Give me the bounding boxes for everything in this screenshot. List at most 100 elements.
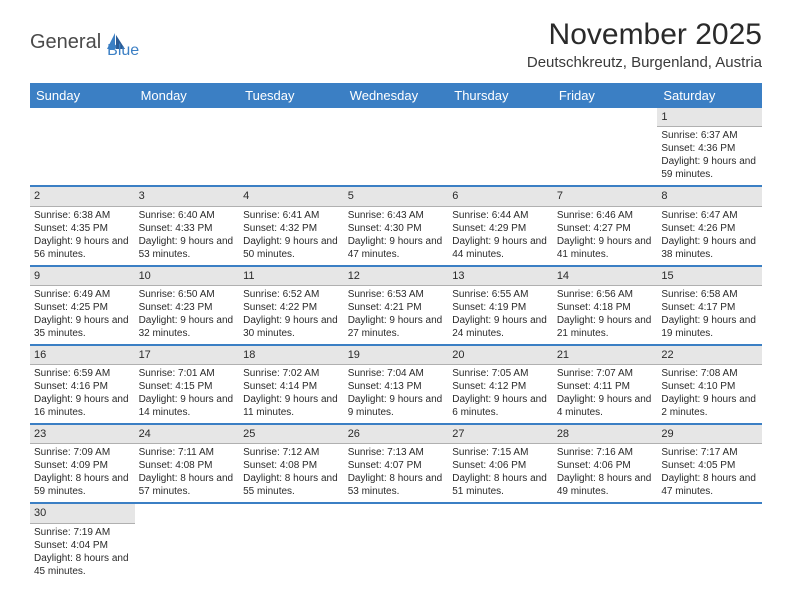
daylight-text: Daylight: 8 hours and 57 minutes.	[139, 472, 236, 498]
sunrise-text: Sunrise: 6:40 AM	[139, 209, 236, 222]
day-number: 28	[553, 425, 658, 444]
daylight-text: Daylight: 9 hours and 2 minutes.	[661, 393, 758, 419]
day-number: 8	[657, 187, 762, 206]
daylight-text: Daylight: 8 hours and 55 minutes.	[243, 472, 340, 498]
sunset-text: Sunset: 4:25 PM	[34, 301, 131, 314]
calendar-week-row: 1Sunrise: 6:37 AMSunset: 4:36 PMDaylight…	[30, 108, 762, 185]
calendar-day-cell: 9 Sunrise: 6:49 AMSunset: 4:25 PMDaylight…	[30, 266, 135, 344]
day-number: 4	[239, 187, 344, 206]
day-number: 26	[344, 425, 449, 444]
weekday-header: Saturday	[657, 83, 762, 108]
sunrise-text: Sunrise: 7:05 AM	[452, 367, 549, 380]
day-info: Sunrise: 6:46 AMSunset: 4:27 PMDaylight:…	[553, 207, 658, 265]
calendar-day-cell	[239, 108, 344, 185]
daylight-text: Daylight: 9 hours and 30 minutes.	[243, 314, 340, 340]
calendar-day-cell	[448, 108, 553, 185]
day-number: 7	[553, 187, 658, 206]
sunset-text: Sunset: 4:07 PM	[348, 459, 445, 472]
sunrise-text: Sunrise: 6:56 AM	[557, 288, 654, 301]
sunset-text: Sunset: 4:05 PM	[661, 459, 758, 472]
day-info: Sunrise: 6:56 AMSunset: 4:18 PMDaylight:…	[553, 286, 658, 344]
calendar-day-cell	[135, 108, 240, 185]
weekday-header: Monday	[135, 83, 240, 108]
day-info: Sunrise: 7:02 AMSunset: 4:14 PMDaylight:…	[239, 365, 344, 423]
sunrise-text: Sunrise: 7:15 AM	[452, 446, 549, 459]
calendar-day-cell: 17Sunrise: 7:01 AMSunset: 4:15 PMDayligh…	[135, 345, 240, 423]
sunrise-text: Sunrise: 7:02 AM	[243, 367, 340, 380]
calendar-day-cell	[553, 503, 658, 581]
calendar-day-cell	[30, 108, 135, 185]
day-number: 10	[135, 267, 240, 286]
sunrise-text: Sunrise: 6:43 AM	[348, 209, 445, 222]
calendar-day-cell	[239, 503, 344, 581]
day-number: 19	[344, 346, 449, 365]
sunrise-text: Sunrise: 7:09 AM	[34, 446, 131, 459]
calendar-day-cell: 19Sunrise: 7:04 AMSunset: 4:13 PMDayligh…	[344, 345, 449, 423]
day-number: 22	[657, 346, 762, 365]
calendar-day-cell: 24Sunrise: 7:11 AMSunset: 4:08 PMDayligh…	[135, 424, 240, 502]
day-info: Sunrise: 6:52 AMSunset: 4:22 PMDaylight:…	[239, 286, 344, 344]
day-info: Sunrise: 6:44 AMSunset: 4:29 PMDaylight:…	[448, 207, 553, 265]
location-text: Deutschkreutz, Burgenland, Austria	[527, 54, 762, 71]
calendar-day-cell	[657, 503, 762, 581]
daylight-text: Daylight: 9 hours and 47 minutes.	[348, 235, 445, 261]
header: General Blue November 2025 Deutschkreutz…	[0, 0, 792, 75]
daylight-text: Daylight: 9 hours and 38 minutes.	[661, 235, 758, 261]
sunrise-text: Sunrise: 7:16 AM	[557, 446, 654, 459]
day-number: 25	[239, 425, 344, 444]
sunset-text: Sunset: 4:32 PM	[243, 222, 340, 235]
sunset-text: Sunset: 4:09 PM	[34, 459, 131, 472]
day-number: 9	[30, 267, 135, 286]
calendar-day-cell: 27Sunrise: 7:15 AMSunset: 4:06 PMDayligh…	[448, 424, 553, 502]
day-number: 12	[344, 267, 449, 286]
sunrise-text: Sunrise: 7:04 AM	[348, 367, 445, 380]
day-info: Sunrise: 7:09 AMSunset: 4:09 PMDaylight:…	[30, 444, 135, 502]
calendar-day-cell: 18Sunrise: 7:02 AMSunset: 4:14 PMDayligh…	[239, 345, 344, 423]
day-number: 3	[135, 187, 240, 206]
day-info: Sunrise: 6:47 AMSunset: 4:26 PMDaylight:…	[657, 207, 762, 265]
calendar-day-cell: 11Sunrise: 6:52 AMSunset: 4:22 PMDayligh…	[239, 266, 344, 344]
calendar-day-cell: 8Sunrise: 6:47 AMSunset: 4:26 PMDaylight…	[657, 186, 762, 264]
day-info: Sunrise: 6:50 AMSunset: 4:23 PMDaylight:…	[135, 286, 240, 344]
calendar-day-cell: 16Sunrise: 6:59 AMSunset: 4:16 PMDayligh…	[30, 345, 135, 423]
calendar-day-cell: 30Sunrise: 7:19 AMSunset: 4:04 PMDayligh…	[30, 503, 135, 581]
title-block: November 2025 Deutschkreutz, Burgenland,…	[527, 18, 762, 71]
sunrise-text: Sunrise: 6:49 AM	[34, 288, 131, 301]
calendar-day-cell: 4Sunrise: 6:41 AMSunset: 4:32 PMDaylight…	[239, 186, 344, 264]
sunset-text: Sunset: 4:23 PM	[139, 301, 236, 314]
calendar-day-cell: 10Sunrise: 6:50 AMSunset: 4:23 PMDayligh…	[135, 266, 240, 344]
sunset-text: Sunset: 4:22 PM	[243, 301, 340, 314]
day-info: Sunrise: 7:16 AMSunset: 4:06 PMDaylight:…	[553, 444, 658, 502]
day-number: 2	[30, 187, 135, 206]
calendar-day-cell: 3Sunrise: 6:40 AMSunset: 4:33 PMDaylight…	[135, 186, 240, 264]
calendar-day-cell	[135, 503, 240, 581]
sunrise-text: Sunrise: 6:55 AM	[452, 288, 549, 301]
sunset-text: Sunset: 4:18 PM	[557, 301, 654, 314]
calendar-week-row: 23Sunrise: 7:09 AMSunset: 4:09 PMDayligh…	[30, 424, 762, 502]
sunset-text: Sunset: 4:29 PM	[452, 222, 549, 235]
day-number: 29	[657, 425, 762, 444]
day-info: Sunrise: 7:05 AMSunset: 4:12 PMDaylight:…	[448, 365, 553, 423]
day-number: 20	[448, 346, 553, 365]
day-info: Sunrise: 6:55 AMSunset: 4:19 PMDaylight:…	[448, 286, 553, 344]
day-info: Sunrise: 6:41 AMSunset: 4:32 PMDaylight:…	[239, 207, 344, 265]
day-number: 5	[344, 187, 449, 206]
sunrise-text: Sunrise: 7:12 AM	[243, 446, 340, 459]
calendar-day-cell: 26Sunrise: 7:13 AMSunset: 4:07 PMDayligh…	[344, 424, 449, 502]
sunrise-text: Sunrise: 7:17 AM	[661, 446, 758, 459]
calendar-day-cell: 22Sunrise: 7:08 AMSunset: 4:10 PMDayligh…	[657, 345, 762, 423]
day-info: Sunrise: 6:53 AMSunset: 4:21 PMDaylight:…	[344, 286, 449, 344]
daylight-text: Daylight: 8 hours and 51 minutes.	[452, 472, 549, 498]
sunset-text: Sunset: 4:30 PM	[348, 222, 445, 235]
calendar-day-cell: 14Sunrise: 6:56 AMSunset: 4:18 PMDayligh…	[553, 266, 658, 344]
daylight-text: Daylight: 9 hours and 35 minutes.	[34, 314, 131, 340]
sunrise-text: Sunrise: 7:07 AM	[557, 367, 654, 380]
calendar-table: Sunday Monday Tuesday Wednesday Thursday…	[30, 83, 762, 582]
daylight-text: Daylight: 9 hours and 56 minutes.	[34, 235, 131, 261]
sunrise-text: Sunrise: 6:50 AM	[139, 288, 236, 301]
calendar-day-cell	[344, 503, 449, 581]
sunrise-text: Sunrise: 6:58 AM	[661, 288, 758, 301]
sunset-text: Sunset: 4:26 PM	[661, 222, 758, 235]
day-number: 11	[239, 267, 344, 286]
day-number: 13	[448, 267, 553, 286]
